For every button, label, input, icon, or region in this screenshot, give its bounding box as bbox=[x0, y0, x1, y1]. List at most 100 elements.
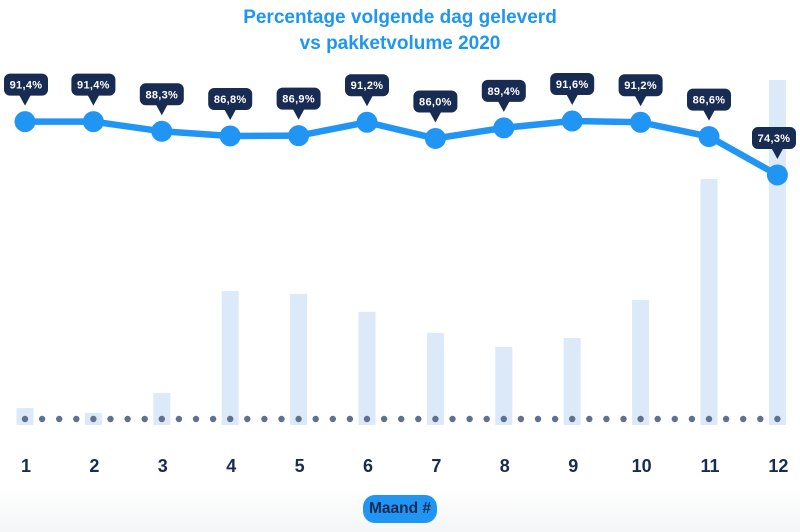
data-point-marker bbox=[288, 125, 310, 147]
baseline-dot bbox=[209, 415, 217, 423]
baseline-dot bbox=[415, 415, 422, 423]
x-axis-tick-label: 11 bbox=[700, 456, 719, 476]
baseline-dot bbox=[329, 415, 336, 423]
baseline-dot bbox=[124, 415, 131, 423]
baseline-dot bbox=[38, 415, 46, 423]
tooltip-value-label: 86,8% bbox=[214, 94, 247, 106]
x-axis-tick-label: 5 bbox=[295, 456, 305, 476]
percentage-line bbox=[21, 117, 781, 179]
baseline-dot bbox=[637, 415, 644, 423]
baseline-dot bbox=[227, 415, 234, 423]
x-axis-tick-label: 2 bbox=[89, 456, 99, 476]
baseline-dot bbox=[603, 415, 610, 423]
tooltip-pointer bbox=[566, 94, 579, 105]
volume-bar bbox=[563, 338, 581, 425]
tooltip-badge bbox=[687, 88, 731, 111]
baseline-dot bbox=[722, 415, 730, 423]
tooltip-badge bbox=[345, 74, 389, 97]
volume-bar bbox=[426, 332, 444, 425]
tooltip-pointer bbox=[361, 95, 373, 107]
baseline-dot bbox=[380, 415, 388, 423]
baseline-dot bbox=[175, 415, 183, 423]
volume-bar bbox=[632, 300, 650, 425]
volume-bar bbox=[153, 392, 171, 425]
tooltip-badge bbox=[208, 87, 253, 110]
baseline-dot bbox=[363, 415, 371, 423]
baseline-dot bbox=[620, 415, 627, 423]
tooltip-badge bbox=[139, 83, 184, 106]
baseline-dot bbox=[551, 415, 559, 423]
baseline-dot bbox=[517, 415, 525, 423]
baseline-dot bbox=[740, 415, 747, 423]
tooltip-pointer bbox=[87, 94, 100, 106]
baseline-dot bbox=[432, 415, 439, 423]
baseline-dot bbox=[90, 415, 97, 423]
baseline-dot bbox=[654, 415, 661, 423]
baseline-dot bbox=[141, 415, 148, 423]
x-axis-tick-label: 4 bbox=[226, 456, 236, 476]
data-point-marker bbox=[219, 125, 241, 147]
tooltip-value-label: 86,9% bbox=[282, 94, 315, 106]
tooltip-value-label: 91,2% bbox=[351, 80, 384, 92]
data-point-marker bbox=[82, 111, 104, 133]
x-axis-tick-label: 10 bbox=[632, 456, 652, 476]
data-point-marker bbox=[630, 111, 652, 133]
baseline-dot bbox=[483, 415, 490, 423]
x-axis-tick-label: 6 bbox=[363, 456, 373, 476]
baseline-dot bbox=[73, 415, 80, 423]
tooltip-badge bbox=[276, 87, 321, 110]
x-axis-tick-label: 9 bbox=[568, 456, 578, 476]
tooltip-value-label: 86,0% bbox=[419, 96, 452, 108]
data-point-marker bbox=[14, 111, 36, 133]
tooltip-value-label: 91,2% bbox=[624, 80, 657, 92]
data-point-marker bbox=[356, 111, 378, 133]
baseline-dot bbox=[534, 415, 542, 423]
baseline-dot bbox=[688, 415, 696, 423]
baseline-dot bbox=[757, 415, 764, 423]
tooltip-value-label: 86,6% bbox=[693, 95, 726, 107]
tooltip-value-label: 89,4% bbox=[487, 86, 520, 98]
data-point-marker bbox=[698, 126, 720, 148]
tooltip-pointer bbox=[292, 108, 305, 120]
baseline-dot bbox=[774, 415, 781, 423]
tooltip-value-label: 91,4% bbox=[77, 80, 110, 92]
baseline-dot bbox=[295, 415, 302, 423]
baseline-dot bbox=[466, 415, 473, 423]
tooltip-badge bbox=[752, 126, 796, 149]
volume-bar bbox=[700, 179, 718, 425]
tooltip-value-label: 74,3% bbox=[758, 133, 791, 145]
baseline-dot bbox=[586, 415, 593, 423]
tooltip-badge bbox=[550, 73, 595, 95]
chart-title-line2: vs pakketvolume 2020 bbox=[299, 33, 501, 54]
tooltip-pointer bbox=[771, 147, 784, 159]
tooltip-pointer bbox=[703, 109, 715, 121]
x-axis-tick-label: 1 bbox=[21, 456, 31, 476]
baseline-dot bbox=[21, 415, 29, 423]
x-axis-tick-label: 7 bbox=[431, 456, 441, 476]
data-point-marker bbox=[493, 117, 515, 139]
volume-bar bbox=[358, 311, 376, 425]
baseline-dot bbox=[261, 415, 268, 423]
baseline-dot bbox=[500, 415, 507, 423]
data-point-marker bbox=[151, 120, 173, 142]
x-axis-tick-label: 12 bbox=[768, 456, 788, 476]
baseline-dot bbox=[158, 415, 165, 423]
tooltip-pointer bbox=[155, 104, 168, 116]
tooltip-pointer bbox=[19, 94, 31, 106]
baseline-dot bbox=[56, 415, 63, 423]
volume-bar bbox=[290, 293, 308, 425]
volume-bar bbox=[495, 347, 513, 425]
data-point-marker bbox=[766, 164, 788, 186]
data-point-marker bbox=[561, 110, 583, 132]
baseline-dot bbox=[244, 415, 251, 423]
tooltip-pointer bbox=[224, 108, 237, 120]
baseline-dot bbox=[192, 415, 200, 423]
tooltip-value-label: 91,4% bbox=[10, 80, 43, 92]
tooltip-value-label: 91,6% bbox=[556, 79, 589, 91]
baseline-dot bbox=[278, 415, 285, 423]
tooltip-badge bbox=[4, 73, 48, 96]
tooltip-pointer bbox=[497, 100, 510, 112]
x-axis-title-badge: Maand # bbox=[363, 495, 437, 523]
baseline-dot bbox=[346, 415, 354, 423]
